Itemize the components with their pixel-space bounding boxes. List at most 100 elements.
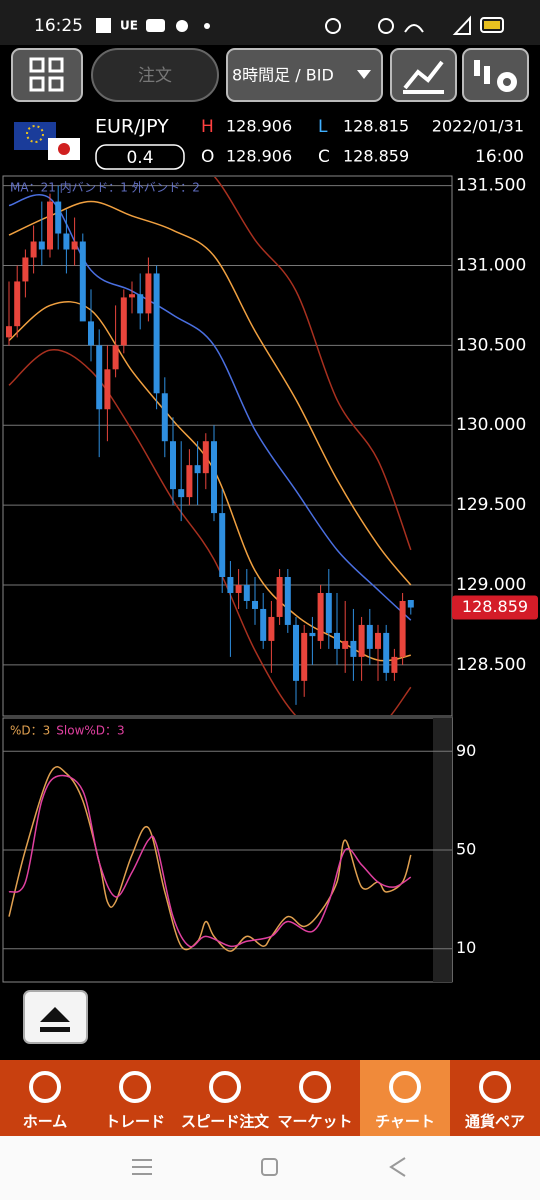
toolbar: 注文 8時間足 / BID bbox=[11, 48, 529, 102]
candle-body bbox=[235, 584, 242, 593]
candle-body bbox=[6, 326, 12, 338]
candle-body bbox=[55, 201, 62, 234]
candle-body bbox=[342, 640, 349, 649]
candle-body bbox=[227, 577, 234, 593]
candle-body bbox=[219, 513, 226, 578]
candle-body bbox=[301, 632, 308, 681]
quote-header: EUR/JPY H 128.906 L 128.815 2022/01/31 0… bbox=[14, 116, 524, 170]
y-tick-label: 50 bbox=[456, 840, 476, 859]
candle-body bbox=[366, 624, 373, 649]
candle-body bbox=[309, 632, 316, 637]
pair: EUR/JPY bbox=[95, 116, 169, 138]
nav-label: マーケット bbox=[277, 1113, 352, 1131]
indicator-line bbox=[213, 177, 412, 551]
candle-body bbox=[293, 624, 299, 681]
candle-body bbox=[88, 321, 94, 346]
icon-text: UE bbox=[120, 19, 138, 33]
candle-body bbox=[325, 592, 332, 633]
candle-body bbox=[399, 600, 406, 657]
menu-button[interactable] bbox=[11, 48, 83, 102]
candle-body bbox=[252, 600, 258, 609]
candle-body bbox=[161, 393, 168, 442]
candle-body bbox=[276, 577, 283, 617]
y-tick-label: 10 bbox=[456, 938, 476, 957]
icon bbox=[176, 20, 188, 32]
candle-body bbox=[202, 441, 209, 474]
nav-label: スピード注文 bbox=[181, 1113, 270, 1131]
nav-icon bbox=[389, 1071, 421, 1103]
candle-body bbox=[137, 294, 144, 314]
candle-body bbox=[211, 441, 217, 514]
high: 128.906 bbox=[226, 117, 292, 136]
nav-items: ホーム トレード スピード注文 マーケット チャート 通貨ペア bbox=[23, 1071, 525, 1131]
l-label: L bbox=[318, 117, 328, 137]
candle-body bbox=[129, 294, 135, 298]
last-price-box bbox=[452, 595, 538, 620]
candle-body bbox=[407, 600, 414, 608]
date: 2022/01/31 bbox=[432, 117, 524, 136]
c-label: C bbox=[318, 147, 330, 167]
nav-label: チャート bbox=[375, 1113, 435, 1131]
timeframe-label: 8時間足 / BID bbox=[232, 66, 334, 85]
candle-body bbox=[284, 577, 291, 625]
order-button[interactable] bbox=[91, 48, 219, 102]
nav-icon bbox=[209, 1071, 241, 1103]
stochastic-plot bbox=[3, 750, 452, 952]
candle-body bbox=[38, 241, 45, 250]
spread-box bbox=[95, 144, 185, 170]
nav-icon bbox=[119, 1071, 151, 1103]
last-price-label: 128.859 bbox=[462, 597, 528, 616]
candle-body bbox=[186, 465, 193, 498]
candle-body bbox=[30, 241, 37, 258]
status-icons bbox=[325, 15, 504, 35]
battery bbox=[484, 21, 500, 29]
open: 128.906 bbox=[226, 147, 292, 166]
nav-label: ホーム bbox=[23, 1113, 68, 1131]
candle-body bbox=[112, 345, 119, 370]
candle-body bbox=[63, 233, 70, 250]
ma-legend: MA：21 内バンド：1 外バンド：2 bbox=[10, 181, 200, 195]
order-label: 注文 bbox=[138, 66, 172, 86]
y-tick-label: 130.000 bbox=[456, 415, 526, 435]
candle-body bbox=[358, 624, 365, 657]
nav-icon bbox=[29, 1071, 61, 1103]
o-label: O bbox=[201, 147, 214, 167]
nav-label: トレード bbox=[105, 1113, 165, 1131]
candle-body bbox=[71, 241, 78, 250]
candle-body bbox=[375, 632, 381, 649]
y-tick-label: 90 bbox=[456, 741, 476, 760]
nav-icon bbox=[479, 1071, 511, 1103]
spread: 0.4 bbox=[126, 148, 153, 168]
candle-body bbox=[120, 297, 127, 346]
y-tick-label: 131.000 bbox=[456, 255, 526, 275]
candle-body bbox=[96, 345, 103, 410]
nav-label: 通貨ペア bbox=[465, 1113, 525, 1131]
main-chart-frame bbox=[2, 175, 453, 717]
y-tick-label: 131.500 bbox=[456, 176, 526, 196]
candle-body bbox=[260, 608, 267, 641]
y-tick-label: 130.500 bbox=[456, 335, 526, 355]
icon bbox=[96, 18, 111, 33]
stochastic-line bbox=[8, 765, 412, 952]
y-tick-label: 129.000 bbox=[456, 575, 526, 595]
indicator-line bbox=[8, 200, 412, 586]
bar-time: 16:00 bbox=[475, 147, 524, 167]
candle-body bbox=[317, 592, 324, 641]
candle-body bbox=[104, 369, 111, 410]
system-buttons bbox=[132, 1157, 406, 1177]
candle-body bbox=[153, 273, 160, 394]
candle-body bbox=[145, 273, 152, 314]
candle-body bbox=[22, 257, 29, 282]
y-tick-label: 128.500 bbox=[456, 655, 526, 675]
settings-button[interactable] bbox=[462, 48, 529, 102]
nav-icon bbox=[299, 1071, 331, 1103]
axis-divider bbox=[452, 176, 453, 982]
legend-entry: %D：3 bbox=[10, 724, 50, 738]
candle-body bbox=[350, 640, 357, 657]
h-label: H bbox=[201, 117, 214, 137]
status-bar bbox=[0, 0, 540, 45]
timeframe-dropdown[interactable] bbox=[226, 48, 383, 102]
icon bbox=[204, 23, 210, 29]
